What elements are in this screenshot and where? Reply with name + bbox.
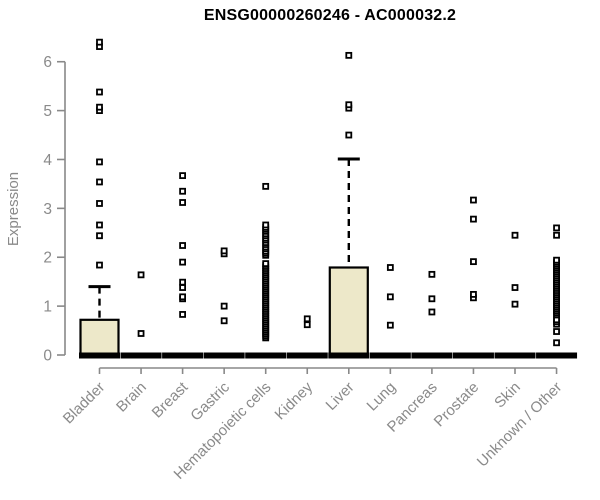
chart-title: ENSG00000260246 - AC000032.2 — [203, 7, 457, 24]
outlier-point — [386, 293, 394, 301]
x-tick-label: Breast — [149, 378, 192, 421]
outlier-point — [303, 321, 311, 329]
outlier-point — [553, 231, 560, 239]
y-tick-label: 5 — [43, 103, 52, 120]
outlier-point — [262, 260, 270, 267]
outlier-point — [96, 178, 103, 186]
median-line — [452, 352, 494, 359]
outlier-point — [345, 51, 353, 59]
x-tick-label: Liver — [323, 379, 358, 414]
outlier-point — [470, 258, 477, 266]
outlier-point — [345, 131, 353, 139]
median-line — [536, 352, 578, 359]
x-tick-label: Prostate — [431, 379, 483, 431]
outlier-point — [262, 221, 270, 229]
outlier-point — [428, 270, 436, 278]
median-line — [411, 352, 453, 359]
outlier-point — [345, 101, 353, 109]
outlier-point — [96, 38, 103, 46]
y-tick-label: 1 — [43, 299, 52, 316]
outlier-point — [96, 261, 103, 269]
outlier-point — [553, 256, 560, 264]
outlier-point — [303, 315, 311, 323]
x-tick-label: Skin — [491, 379, 524, 412]
x-tick-label: Lung — [364, 379, 400, 415]
outlier-point — [220, 247, 228, 255]
outlier-point — [386, 264, 394, 271]
outlier-point — [553, 328, 560, 335]
median-line — [120, 352, 162, 359]
outlier-point — [386, 321, 394, 329]
outlier-point — [220, 302, 228, 310]
x-tick-label: Kidney — [272, 378, 317, 423]
outlier-point — [137, 271, 145, 279]
outlier-point — [96, 232, 103, 240]
outlier-point — [179, 278, 187, 286]
outlier-point — [511, 231, 519, 239]
outlier-point — [96, 221, 103, 229]
box — [79, 318, 120, 357]
median-line — [245, 352, 287, 359]
outlier-point — [553, 339, 560, 347]
outlier-point — [179, 293, 187, 301]
outlier-point — [96, 200, 103, 207]
outlier-point — [179, 187, 187, 195]
outlier-point — [96, 103, 103, 111]
median-line — [79, 352, 120, 359]
median-line — [162, 352, 204, 359]
outlier-point — [553, 224, 560, 232]
outlier-point — [179, 172, 187, 180]
outlier-point — [96, 158, 103, 166]
median-line — [494, 352, 536, 359]
y-tick-label: 2 — [43, 250, 52, 267]
median-line — [369, 352, 411, 359]
outlier-point — [262, 182, 270, 190]
median-line — [286, 352, 328, 359]
outlier-point — [220, 317, 228, 325]
x-tick-label: Brain — [113, 379, 150, 416]
y-tick-label: 6 — [43, 54, 52, 71]
outlier-point — [179, 284, 187, 291]
outlier-point — [179, 242, 187, 249]
y-tick-label: 4 — [43, 152, 52, 169]
outlier-point — [179, 311, 187, 318]
y-tick-label: 3 — [43, 201, 52, 218]
outlier-point — [511, 284, 519, 291]
outlier-point — [470, 290, 477, 298]
outlier-point — [470, 215, 477, 223]
x-tick-label: Bladder — [60, 379, 109, 428]
box — [328, 266, 369, 357]
outlier-point — [96, 88, 103, 96]
outlier-point — [428, 295, 436, 303]
outlier-point — [428, 308, 436, 316]
outlier-point — [179, 258, 187, 266]
median-line — [328, 352, 370, 359]
outlier-point — [179, 199, 187, 206]
median-line — [203, 352, 245, 359]
outlier-point — [470, 196, 477, 204]
outlier-point — [137, 330, 145, 337]
outlier-point — [511, 300, 519, 308]
y-tick-label: 0 — [43, 348, 52, 365]
